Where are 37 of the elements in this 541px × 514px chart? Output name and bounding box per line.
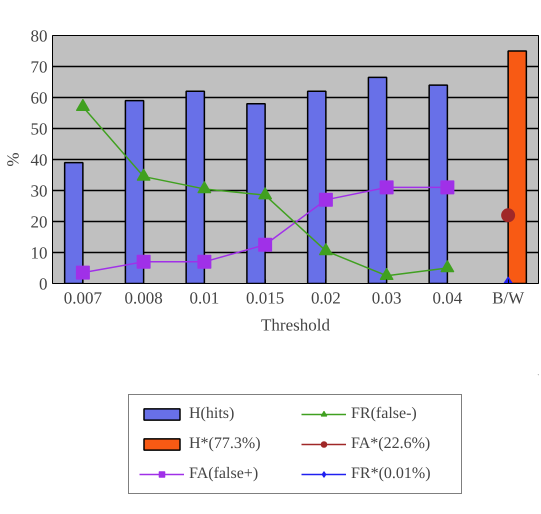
y-tick-label: 50: [30, 120, 48, 138]
y-tick-label: 40: [30, 150, 48, 170]
y-tick-label: 30: [30, 182, 48, 200]
y-tick-label: 70: [30, 58, 48, 76]
x-tick-label: 0.008: [124, 288, 163, 308]
x-tick-label: 0.007: [64, 288, 102, 308]
y-tick-label: 60: [30, 88, 48, 108]
point: [136, 254, 151, 269]
y-axis-title: %: [4, 152, 22, 167]
legend-label: FA(false+): [189, 465, 260, 483]
point: [440, 180, 454, 194]
point: [136, 168, 151, 181]
point: [76, 266, 90, 280]
point: [258, 238, 272, 252]
point: [318, 192, 333, 207]
point: [258, 187, 272, 200]
x-tick-label: 0.015: [246, 288, 284, 308]
y-tick-label: 80: [30, 26, 48, 46]
x-tick-label: 0.01: [190, 288, 220, 308]
x-axis-title: Threshold: [261, 316, 330, 334]
point: [197, 254, 212, 269]
legend-label: FR(false-): [351, 405, 418, 423]
point: [501, 208, 516, 222]
x-tick-label: 0.04: [432, 288, 463, 308]
legend-label: FR*(0.01%): [351, 465, 432, 483]
point: [380, 180, 394, 194]
point: [76, 98, 90, 112]
y-tick-label: 20: [30, 212, 48, 232]
x-tick-label: 0.03: [372, 288, 402, 308]
y-tick-label: 0: [39, 274, 48, 294]
legend-label: H*(77.3%): [189, 435, 262, 453]
point: [197, 180, 212, 194]
x-tick-label: B/W: [492, 288, 526, 308]
y-tick-label: 10: [30, 244, 48, 262]
legend-label: H(hits): [189, 405, 236, 423]
legend-label: FA*(22.6%): [351, 435, 432, 453]
x-tick-label: 0.02: [311, 288, 341, 308]
